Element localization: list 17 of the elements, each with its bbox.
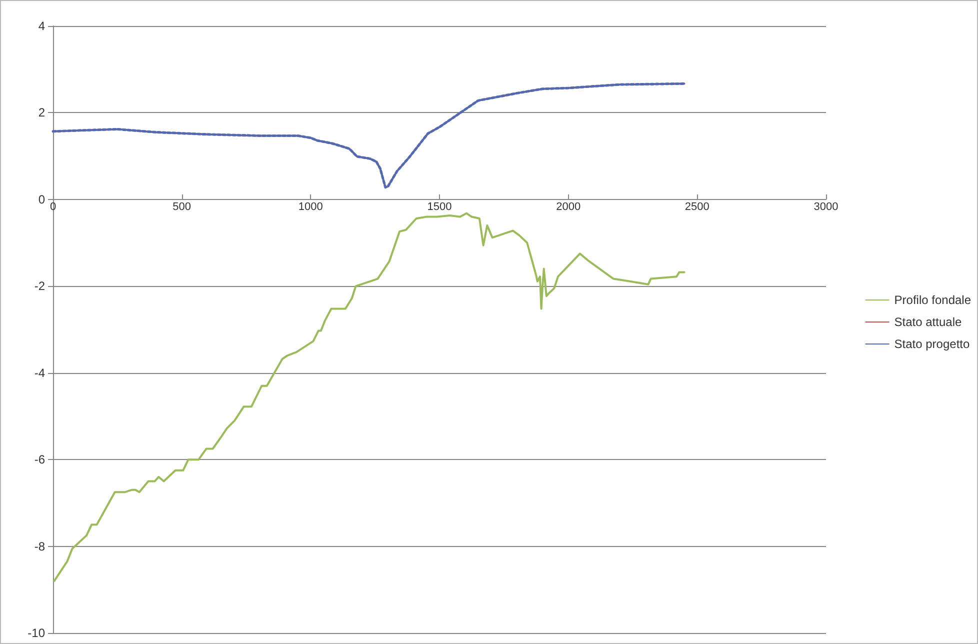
x-tick-label: 3000 [814, 200, 838, 213]
y-tick-label: -2 [34, 279, 46, 294]
legend-label: Stato attuale [894, 315, 962, 329]
legend-label: Profilo fondale [894, 293, 972, 307]
y-tick-label: -4 [34, 366, 46, 380]
y-tick-label: 2 [38, 106, 46, 120]
x-tick-label: 2500 [684, 200, 710, 213]
legend-label: Stato progetto [894, 337, 970, 351]
y-tick-label: -10 [28, 626, 46, 640]
x-tick-label: 2000 [556, 200, 581, 213]
y-tick-label: 4 [38, 19, 46, 33]
x-tick-label: 1500 [427, 200, 452, 213]
y-tick-label: -6 [34, 452, 46, 467]
y-tick-label: -8 [34, 539, 46, 554]
x-tick-label: 500 [172, 200, 192, 213]
x-tick-label: 1000 [298, 200, 323, 213]
line-series [53, 212, 686, 582]
